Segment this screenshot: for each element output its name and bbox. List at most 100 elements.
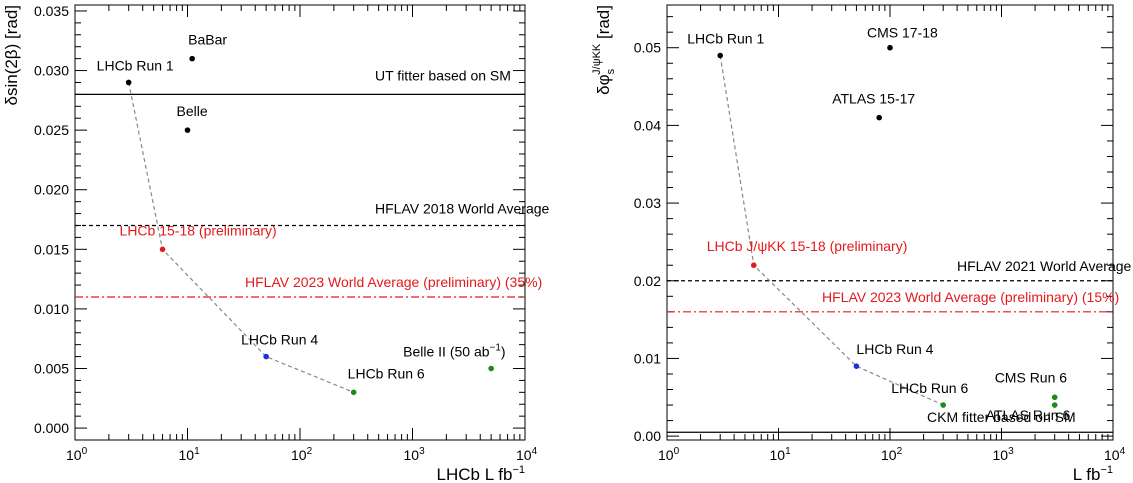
data-point	[853, 363, 860, 370]
point-label: BaBar	[188, 32, 227, 48]
y-axis-title-sub: s	[605, 68, 617, 74]
x-tick-base: 10	[291, 447, 307, 463]
point-label-post: )	[501, 343, 506, 359]
y-tick-label: 0.02	[634, 273, 661, 289]
x-tick-exp: 1	[785, 446, 791, 457]
x-axis-title-sup: −1	[1100, 464, 1113, 476]
x-tick-exp: 1	[194, 446, 200, 457]
x-tick-label: 101	[179, 446, 201, 463]
x-axis-title-text: LHCb L fb	[437, 465, 513, 483]
x-axis-title: LHCb L fb−1	[437, 464, 525, 483]
data-point	[1051, 394, 1058, 401]
point-label: CMS Run 6	[995, 369, 1068, 385]
x-tick-label: 104	[1104, 446, 1126, 463]
reference-line-label: HFLAV 2023 World Average (preliminary) (…	[822, 289, 1119, 305]
y-tick-label: 0.005	[34, 360, 69, 376]
y-axis-title: δφsJ/ψKK [rad]	[591, 5, 617, 95]
x-tick-label: 100	[66, 446, 88, 463]
left-plot: 100 101 102 103 1040.0000.0050.0100.0150.020…	[2, 3, 550, 483]
point-label: Belle	[177, 103, 208, 119]
x-tick-base: 10	[770, 447, 786, 463]
point-label-text: LHCb Run 6	[891, 380, 968, 396]
point-label: LHCb Run 6	[348, 365, 425, 381]
x-tick-label: 102	[881, 446, 903, 463]
y-tick-label: 0.000	[34, 420, 69, 436]
point-label-text: ATLAS Run 6	[986, 407, 1071, 423]
reference-line-label: UT fitter based on SM	[375, 67, 511, 83]
point-label: ATLAS 15-17	[832, 91, 915, 107]
y-tick-label: 0.00	[634, 428, 661, 444]
x-axis-title-sup: −1	[512, 464, 525, 476]
point-label-text: LHCb Run 1	[687, 30, 764, 46]
point-label: LHCb Run 4	[241, 332, 318, 348]
x-tick-label: 103	[993, 446, 1015, 463]
point-label: LHCb Run 4	[856, 341, 933, 357]
point-label-text: LHCb 15-18 (preliminary)	[120, 222, 277, 238]
x-tick-base: 10	[404, 447, 420, 463]
y-tick-label: 0.015	[34, 241, 69, 257]
x-tick-exp: 2	[307, 446, 313, 457]
point-label: ATLAS Run 6	[986, 407, 1071, 423]
x-tick-label: 100	[658, 446, 680, 463]
point-label-text: LHCb Run 4	[241, 332, 318, 348]
data-point	[1051, 402, 1058, 408]
point-label-text: ATLAS 15-17	[832, 91, 915, 107]
y-axis-title-post: [rad]	[594, 5, 613, 44]
point-label-text: Belle II (50 ab	[403, 343, 490, 359]
y-axis-title: δsin(2β) [rad]	[2, 5, 21, 106]
x-tick-base: 10	[179, 447, 195, 463]
y-tick-label: 0.020	[34, 182, 69, 198]
data-point	[717, 52, 723, 59]
x-tick-exp: 0	[82, 446, 88, 457]
point-label: LHCb Run 1	[687, 30, 764, 46]
right-plot: 100 101 102 103 1040.000.010.020.030.040.05L…	[591, 4, 1132, 483]
y-tick-label: 0.010	[34, 301, 69, 317]
x-tick-exp: 4	[532, 446, 538, 457]
data-point	[876, 114, 882, 121]
data-point	[189, 55, 195, 62]
x-tick-label: 104	[516, 446, 538, 463]
data-point	[350, 389, 357, 396]
point-label-text: CMS Run 6	[995, 369, 1068, 385]
y-axis-title-post: ) [rad]	[2, 5, 21, 49]
reference-line-label: HFLAV 2023 World Average (preliminary) (…	[245, 274, 542, 290]
x-tick-base: 10	[1104, 447, 1120, 463]
reference-line-label: HFLAV 2018 World Average	[375, 200, 550, 216]
projection-line	[128, 82, 354, 393]
point-label: LHCb Run 1	[97, 57, 174, 73]
data-point	[263, 353, 269, 360]
point-label: LHCb 15-18 (preliminary)	[120, 222, 277, 238]
point-label-text: Belle	[177, 103, 208, 119]
x-tick-base: 10	[993, 447, 1009, 463]
y-tick-label: 0.035	[34, 3, 69, 19]
reference-line-label: HFLAV 2021 World Average	[957, 258, 1132, 274]
x-tick-exp: 4	[1120, 446, 1126, 457]
point-label: LHCb J/ψKK 15-18 (preliminary)	[707, 238, 908, 254]
x-tick-exp: 2	[897, 446, 903, 457]
point-label-text: LHCb J/ψKK 15-18 (preliminary)	[707, 238, 908, 254]
point-label-text: BaBar	[188, 32, 227, 48]
point-label: LHCb Run 6	[891, 380, 968, 396]
point-label: CMS 17-18	[867, 25, 938, 41]
point-label-sup: −1	[490, 342, 502, 353]
point-label-text: CMS 17-18	[867, 25, 938, 41]
data-point	[750, 262, 757, 269]
y-tick-label: 0.030	[34, 63, 69, 79]
y-axis-title-text: δφ	[594, 74, 613, 95]
x-axis-title-text: L fb	[1073, 465, 1101, 483]
data-point	[488, 365, 494, 372]
x-tick-exp: 3	[1008, 446, 1014, 457]
y-axis-title-beta: β	[2, 49, 21, 59]
x-tick-label: 103	[404, 446, 426, 463]
point-label-text: LHCb Run 4	[856, 341, 933, 357]
y-tick-label: 0.01	[634, 350, 661, 366]
data-point	[125, 79, 132, 86]
x-axis-title: L fb−1	[1073, 464, 1113, 483]
x-tick-base: 10	[516, 447, 532, 463]
data-point	[887, 44, 893, 51]
y-tick-label: 0.05	[634, 40, 661, 56]
point-label: Belle II (50 ab−1)	[403, 342, 505, 359]
y-tick-label: 0.03	[634, 195, 661, 211]
x-tick-exp: 3	[419, 446, 425, 457]
